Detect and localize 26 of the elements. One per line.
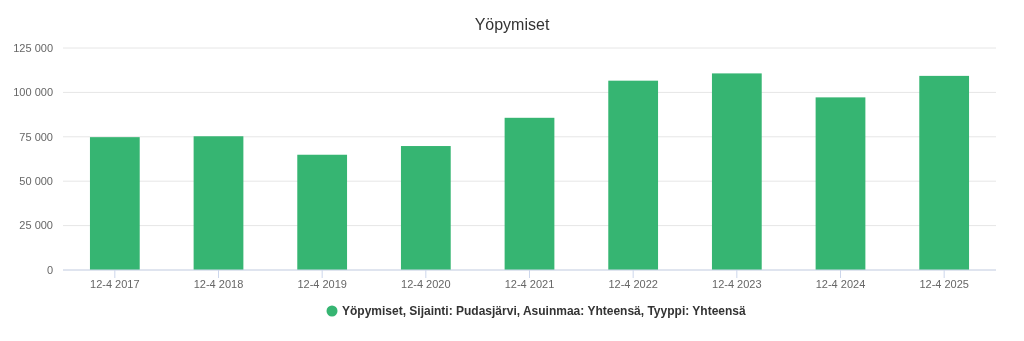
legend-label: Yöpymiset, Sijainti: Pudasjärvi, Asuinmaa: Yhteensä, Tyyppi: Yhteensä: [342, 304, 747, 318]
bar: [297, 154, 348, 270]
x-tick-label: 12-4 2018: [193, 278, 244, 290]
bar: [193, 136, 244, 270]
chart-title: Yöpymiset: [474, 16, 550, 33]
y-tick-label: 0: [46, 263, 53, 276]
x-tick-label: 12-4 2024: [815, 278, 866, 290]
bar: [711, 73, 762, 270]
x-tick-label: 12-4 2021: [504, 278, 555, 290]
bar: [89, 137, 140, 270]
x-tick-label: 12-4 2022: [608, 278, 658, 290]
bar: [815, 97, 866, 270]
x-tick-label: 12-4 2025: [919, 278, 969, 290]
y-tick-label: 50 000: [19, 175, 53, 188]
x-tick-label: 12-4 2020: [401, 278, 451, 290]
x-tick-label: 12-4 2019: [297, 278, 347, 290]
bar: [504, 117, 555, 270]
y-tick-label: 100 000: [13, 86, 53, 99]
bar: [608, 80, 659, 270]
y-tick-label: 25 000: [19, 219, 53, 232]
bar: [400, 146, 451, 270]
x-tick-label: 12-4 2017: [90, 278, 140, 290]
y-tick-label: 125 000: [13, 41, 53, 54]
bar: [919, 75, 970, 270]
x-tick-label: 12-4 2023: [712, 278, 762, 290]
y-tick-label: 75 000: [19, 130, 53, 143]
